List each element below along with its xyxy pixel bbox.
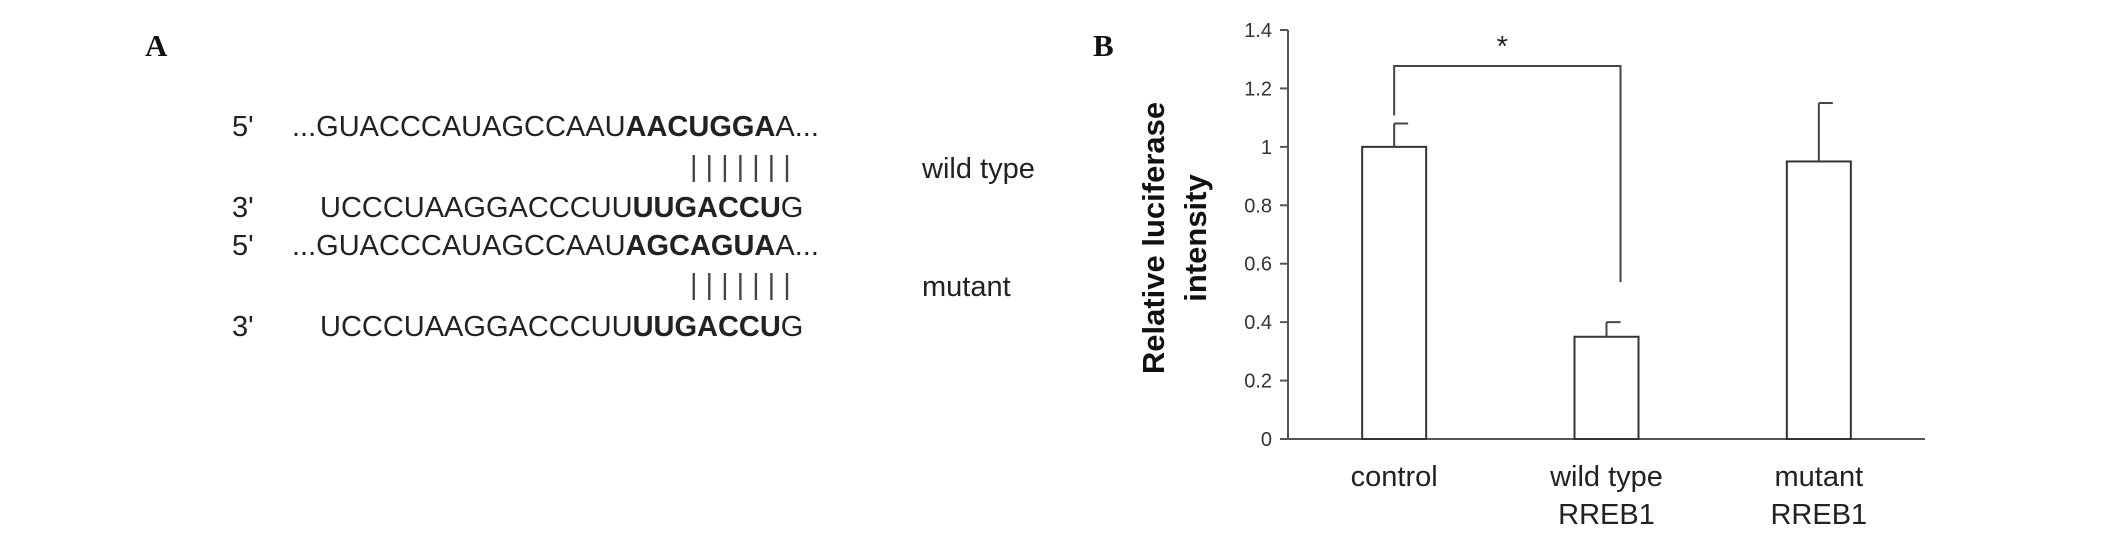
y-tick-label: 1.4 <box>1244 20 1272 42</box>
prime-label: 5' <box>232 111 254 143</box>
y-axis-label-line-1: Relative luciferase <box>1136 102 1171 374</box>
mirna-sequence: UCCCUAAGGACCCUUUUGACCUG <box>320 192 804 224</box>
panel-b-letter: B <box>1093 28 1114 63</box>
y-tick-label: 0.8 <box>1244 195 1272 217</box>
prime-label: 3' <box>232 192 254 224</box>
category-label: mutant <box>1774 461 1863 493</box>
y-axis-label: Relative luciferase intensity <box>1136 102 1213 374</box>
y-tick-label: 1 <box>1261 137 1272 159</box>
wildtype-target-sequence: ...GUACCCAUAGCCAAUAACUGGAA... <box>292 111 819 143</box>
bar <box>1573 335 1640 440</box>
bar <box>1361 145 1428 440</box>
y-tick-label: 0.2 <box>1244 371 1272 393</box>
category-label: RREB1 <box>1558 499 1655 531</box>
prime-label: 3' <box>232 311 254 343</box>
base-pair-marks: ||||||| <box>690 269 799 301</box>
category-label: RREB1 <box>1770 499 1867 531</box>
category-label: wild type <box>1549 461 1663 493</box>
y-tick-label: 0.6 <box>1244 254 1272 276</box>
mirna-sequence: UCCCUAAGGACCCUUUUGACCUG <box>320 311 804 343</box>
category-label: control <box>1351 461 1438 493</box>
significance-bracket <box>1393 65 1622 283</box>
wild-type-label: wild type <box>922 153 1035 185</box>
bar <box>1785 160 1852 440</box>
y-tick-label: 0.4 <box>1244 312 1272 334</box>
mutant-label: mutant <box>922 271 1011 303</box>
prime-label: 5' <box>232 230 254 262</box>
panel-a-letter: A <box>145 28 168 63</box>
significance-star: * <box>1497 31 1508 63</box>
y-axis-label-line-2: intensity <box>1178 174 1213 302</box>
y-tick-label: 0 <box>1261 429 1272 451</box>
y-tick-label: 1.2 <box>1244 78 1272 100</box>
mutant-target-sequence: ...GUACCCAUAGCCAAUAGCAGUAA... <box>292 230 819 262</box>
base-pair-marks: ||||||| <box>690 151 799 183</box>
